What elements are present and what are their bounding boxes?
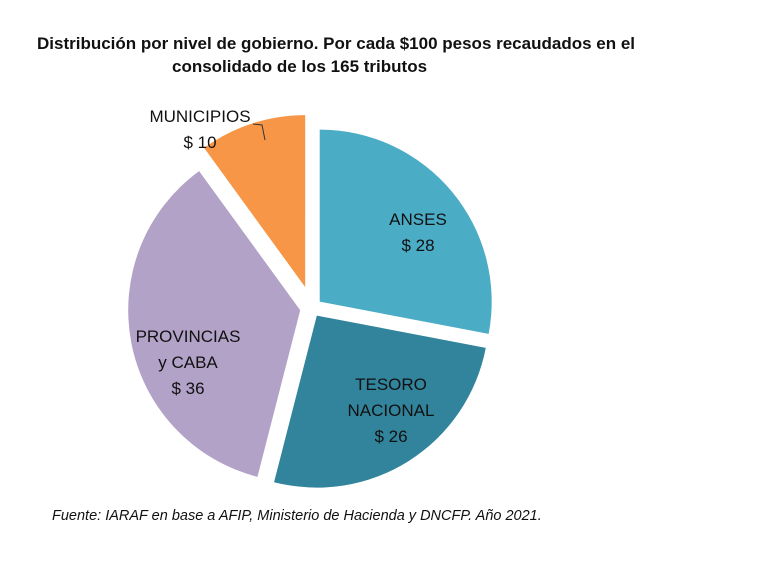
source-note: Fuente: IARAF en base a AFIP, Ministerio… — [52, 508, 542, 524]
pie-slice-tesoro — [274, 315, 486, 488]
slice-label-tesoro: TESORO NACIONAL $ 26 — [348, 375, 435, 446]
slice-label-provincias: PROVINCIAS y CABA $ 36 — [136, 327, 241, 398]
pie-slice-municipios — [204, 115, 306, 288]
pie-slice-anses — [319, 129, 492, 334]
slice-label-municipios: MUNICIPIOS $ 10 — [149, 107, 250, 152]
slice-label-anses: ANSES $ 28 — [389, 210, 447, 255]
title-line-1: Distribución por nivel de gobierno. Por … — [37, 34, 636, 53]
title-line-2: consolidado de los 165 tributos — [172, 57, 428, 76]
pie-slice-provincias — [128, 171, 301, 477]
municipios-leader-line — [252, 123, 266, 141]
